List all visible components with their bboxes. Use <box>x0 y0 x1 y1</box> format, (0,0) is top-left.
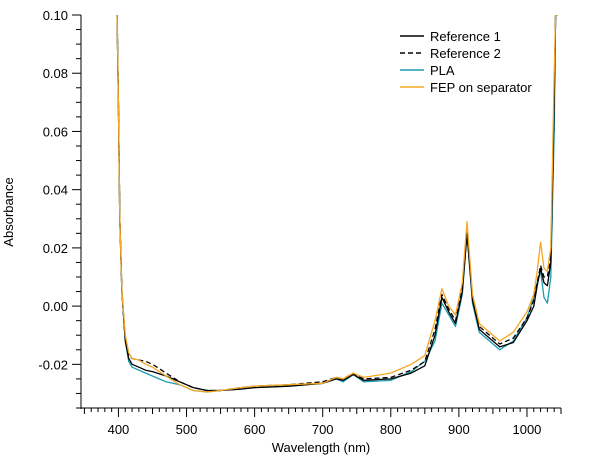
x-tick-label: 800 <box>380 422 402 437</box>
series-line-reference-2 <box>116 15 558 392</box>
series-line-pla <box>116 15 558 393</box>
y-tick-label: 0.02 <box>43 241 68 256</box>
axes <box>72 14 562 417</box>
y-axis-label: Absorbance <box>1 177 16 246</box>
legend-label: FEP on separator <box>430 80 532 95</box>
x-tick-label: 700 <box>312 422 334 437</box>
y-tick-label: 0.10 <box>43 8 68 23</box>
y-tick-label: 0.08 <box>43 66 68 81</box>
series-layer <box>116 15 558 393</box>
legend-label: Reference 2 <box>430 46 501 61</box>
y-tick-label: 0.04 <box>43 183 68 198</box>
x-tick-label: 900 <box>448 422 470 437</box>
series-line-reference-1 <box>116 15 558 392</box>
x-tick-label: 1000 <box>512 422 541 437</box>
y-tick-label: 0.00 <box>43 299 68 314</box>
legend: Reference 1 Reference 2 PLA FEP on separato… <box>400 29 532 95</box>
x-tick-label: 400 <box>108 422 130 437</box>
tick-labels: 400 500 600 700 800 900 1000 -0.02 0.00 0.02 0.04 0… <box>38 8 541 437</box>
legend-label: Reference 1 <box>430 29 501 44</box>
x-tick-label: 600 <box>244 422 266 437</box>
y-tick-label: 0.06 <box>43 124 68 139</box>
legend-label: PLA <box>430 63 455 78</box>
x-tick-label: 500 <box>176 422 198 437</box>
x-axis-label: Wavelength (nm) <box>272 440 371 455</box>
y-tick-label: -0.02 <box>38 357 68 372</box>
series-line-fep-on-separator <box>116 15 558 393</box>
